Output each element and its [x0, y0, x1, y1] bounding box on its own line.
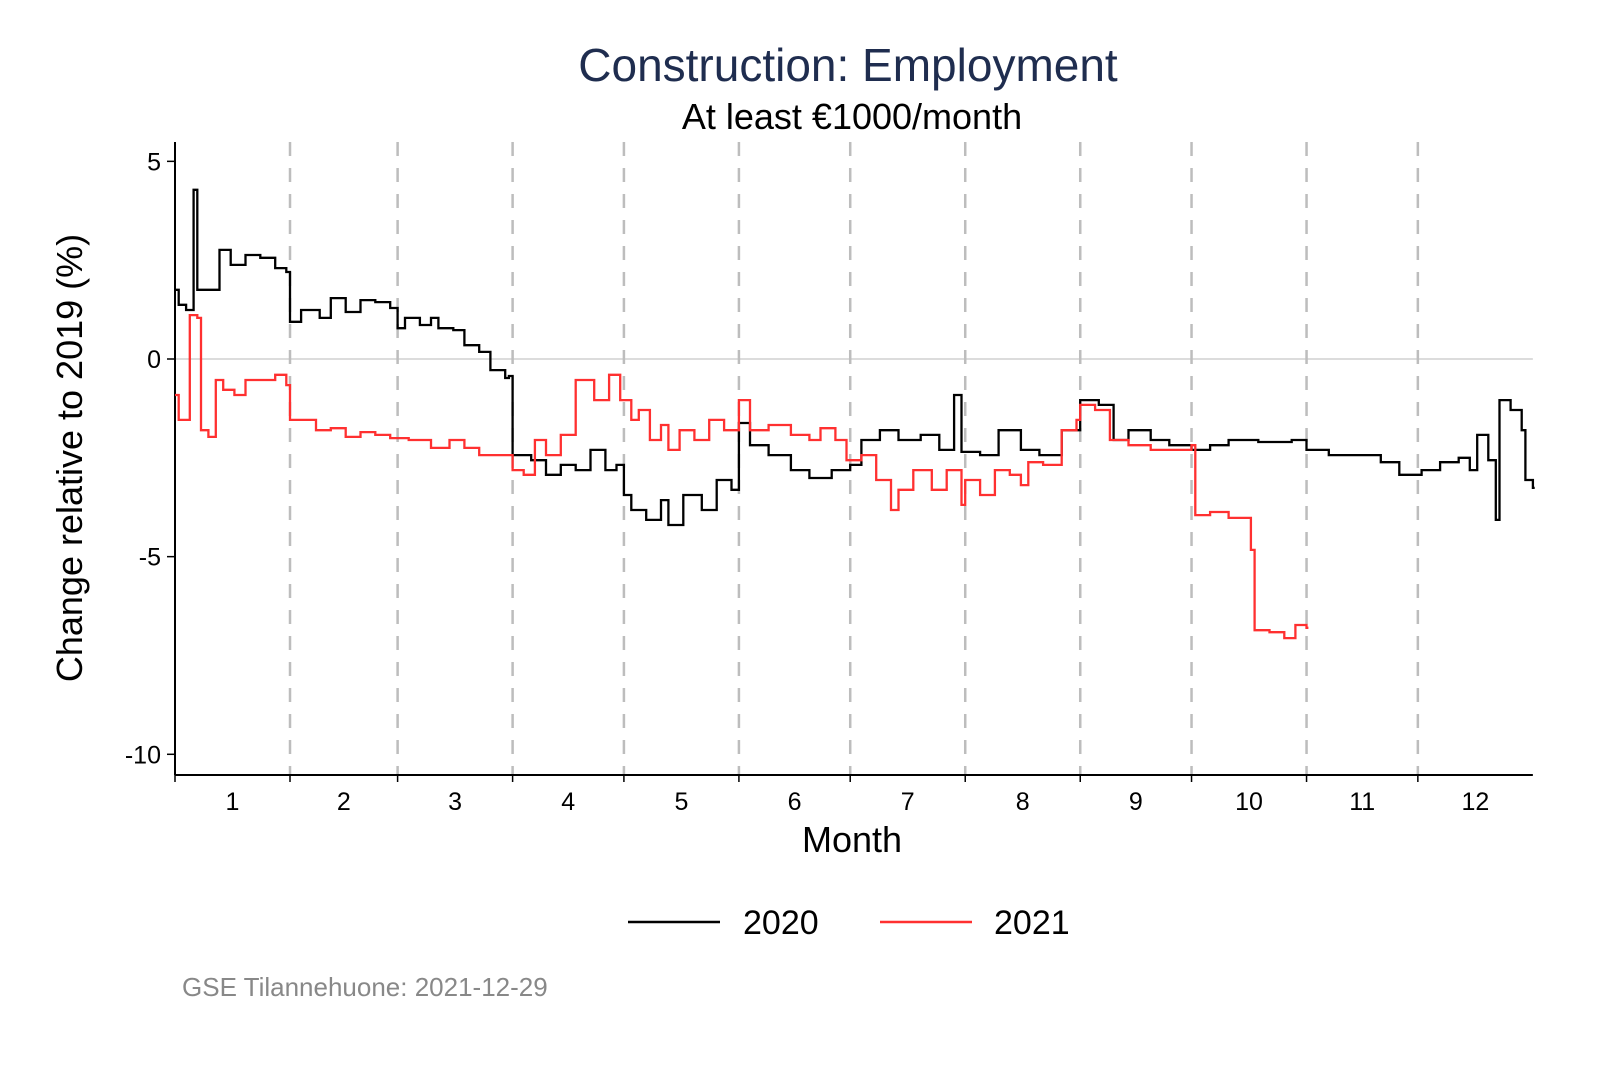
- chart-title: Construction: Employment: [578, 39, 1118, 91]
- legend-label-2021: 2021: [994, 904, 1070, 942]
- x-axis-label: Month: [802, 819, 902, 860]
- series-line-2021: [175, 313, 1309, 640]
- chart-subtitle: At least €1000/month: [682, 96, 1022, 137]
- y-tick-label: 5: [147, 148, 161, 176]
- gridlines: [175, 142, 1533, 775]
- legend-label-2020: 2020: [743, 904, 819, 942]
- y-axis-label: Change relative to 2019 (%): [49, 234, 90, 682]
- x-tick-label: 8: [1016, 788, 1030, 816]
- x-tick-label: 7: [901, 788, 915, 816]
- x-tick-label: 10: [1235, 788, 1263, 816]
- axes: 50-5-101 2 3 4 5 6 7 8 9 10 11 12: [125, 142, 1533, 816]
- x-tick-label: 12: [1461, 788, 1489, 816]
- x-tick-label: 11: [1349, 788, 1375, 816]
- y-tick-label: -5: [139, 544, 161, 572]
- y-tick-label: 0: [147, 346, 161, 374]
- x-tick-label: 5: [674, 788, 688, 816]
- source-note: GSE Tilannehuone: 2021-12-29: [182, 972, 548, 1002]
- legend: 2020 2021: [628, 904, 1070, 942]
- x-tick-label: 1: [226, 788, 240, 816]
- x-tick-label: 6: [788, 788, 802, 816]
- x-tick-label: 2: [337, 788, 351, 816]
- series-lines: [175, 188, 1535, 640]
- x-tick-label: 3: [448, 788, 462, 816]
- series-line-2020: [175, 188, 1535, 527]
- x-tick-label: 4: [561, 788, 575, 816]
- x-tick-label: 9: [1129, 788, 1143, 816]
- y-tick-label: -10: [125, 741, 161, 769]
